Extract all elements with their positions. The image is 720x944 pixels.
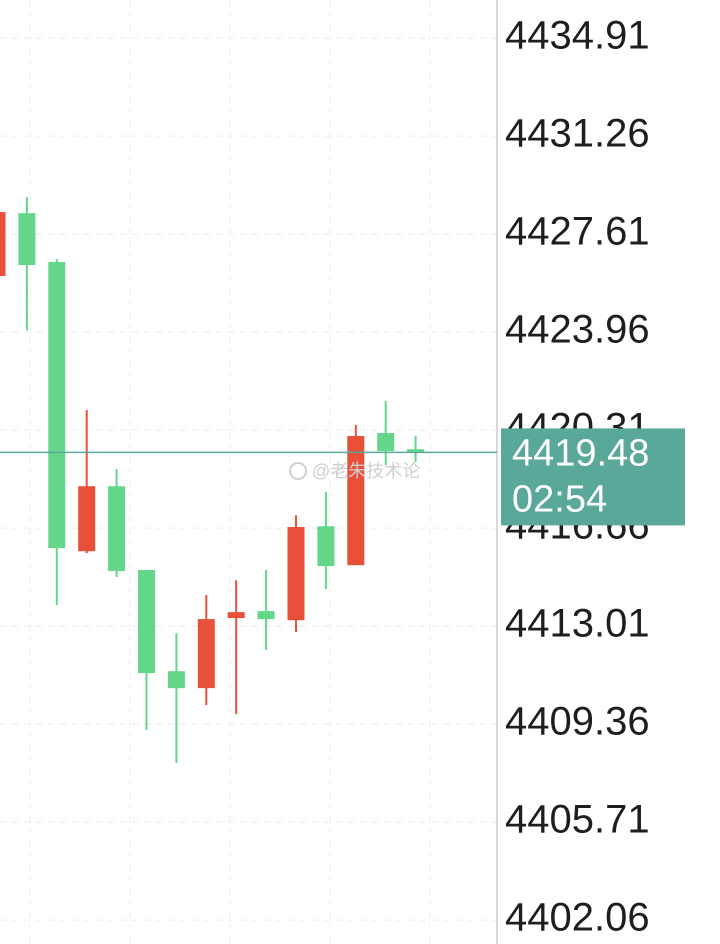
- candle-body: [18, 213, 36, 265]
- candle-body: [377, 433, 395, 452]
- y-tick-label: 4427.61: [505, 210, 650, 254]
- candle-body: [287, 527, 305, 621]
- y-tick-label: 4405.71: [505, 798, 650, 842]
- candle-body: [167, 671, 185, 689]
- y-axis: 4434.914431.264427.614423.964420.314416.…: [501, 14, 685, 940]
- candle-body: [78, 486, 96, 552]
- candle-body: [48, 262, 66, 548]
- y-tick-label: 4423.96: [505, 308, 650, 352]
- candle-body: [347, 436, 365, 566]
- watermark: @老朱技术论: [312, 461, 420, 481]
- y-tick-label: 4413.01: [505, 602, 650, 646]
- candle-body: [197, 619, 215, 689]
- plot-area: [0, 0, 497, 944]
- candle-body: [0, 212, 6, 277]
- watermark-icon: [289, 462, 307, 480]
- countdown-label: 02:54: [512, 478, 607, 520]
- candle-body: [138, 569, 155, 674]
- last-price-label: 4419.48: [512, 432, 649, 474]
- candle-body: [257, 611, 275, 620]
- y-tick-label: 4409.36: [505, 700, 650, 744]
- candle-body: [317, 526, 335, 566]
- y-tick-label: 4402.06: [505, 896, 650, 940]
- overlay: @老朱技术论: [289, 461, 420, 481]
- y-tick-label: 4431.26: [505, 112, 650, 156]
- y-tick-label: 4434.91: [505, 14, 650, 58]
- candle-body: [227, 612, 245, 619]
- candle-body: [407, 449, 425, 453]
- candle-body: [108, 486, 126, 572]
- last-price-box: [501, 428, 685, 526]
